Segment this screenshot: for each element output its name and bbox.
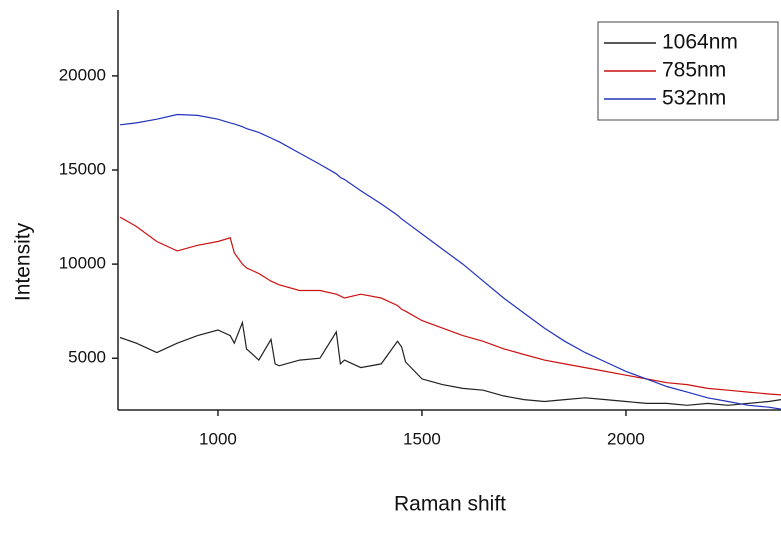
y-tick-label: 20000 bbox=[59, 65, 106, 84]
y-tick-label: 15000 bbox=[59, 159, 106, 178]
line-series bbox=[119, 113, 781, 410]
x-tick-label: 1000 bbox=[199, 429, 237, 448]
y-tick-label: 10000 bbox=[59, 254, 106, 273]
legend-label: 532nm bbox=[662, 87, 726, 110]
y-tick-label: 5000 bbox=[68, 348, 106, 367]
x-axis-label: Raman shift bbox=[394, 493, 506, 516]
line-series bbox=[119, 320, 781, 406]
legend-label: 1064nm bbox=[662, 31, 738, 54]
line-series bbox=[119, 216, 781, 396]
y-axis-label: Intensity bbox=[12, 222, 35, 301]
legend-label: 785nm bbox=[662, 59, 726, 82]
x-tick-label: 1500 bbox=[403, 429, 441, 448]
x-tick-label: 2000 bbox=[607, 429, 645, 448]
